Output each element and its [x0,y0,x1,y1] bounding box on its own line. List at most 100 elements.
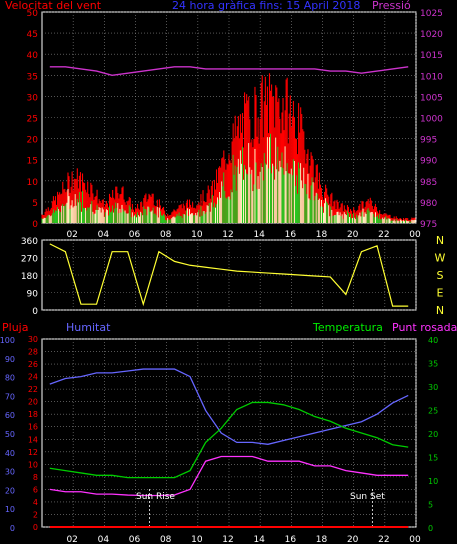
wind-y-tick: 35 [27,72,38,82]
direction-y-tick: 180 [21,272,38,282]
compass-letter: E [437,287,444,300]
x-tick-label: 12 [222,535,233,544]
x-tick-label: 04 [98,230,110,240]
rain-y-tick: 0 [33,523,38,532]
temperature-y-tick: 30 [428,383,438,392]
temperature-y-tick: 10 [428,477,438,486]
chart-date-title: 24 hora gràfica fins: 15 April 2018 [172,0,360,12]
wind-y-tick: 45 [27,30,38,40]
wind-y-tick: 5 [32,199,38,209]
rain-y-tick: 12 [28,448,38,457]
pressure-y-tick: 1005 [420,93,443,103]
sunset-label: Sun Set [350,492,385,502]
compass-letter: W [435,252,446,265]
humidity-y-tick: 30 [5,468,15,477]
wind-y-tick: 10 [27,178,39,188]
x-tick-label: 06 [129,230,141,240]
dewpoint-label: Punt rosada [392,321,457,334]
x-tick-label: 04 [98,535,110,544]
x-tick-label: 00 [409,535,421,544]
rain-label: Pluja [2,321,28,334]
x-tick-label: 16 [285,230,297,240]
rain-y-tick: 24 [28,373,38,382]
wind-y-tick: 20 [27,136,39,146]
temperature-y-tick: 0 [428,524,433,533]
humidity-label: Humitat [66,321,111,334]
humidity-y-tick: 10 [5,505,15,514]
compass-letter: N [436,234,444,247]
x-tick-label: 02 [66,230,77,240]
x-tick-label: 12 [222,230,233,240]
rain-y-tick: 14 [28,435,38,444]
pressure-y-tick: 985 [420,178,437,188]
direction-y-tick: 0 [32,307,38,317]
temperature-y-tick: 20 [428,430,438,439]
direction-y-tick: 360 [21,237,38,247]
pressure-y-tick: 975 [420,220,437,230]
x-tick-label: 22 [378,535,389,544]
humidity-y-tick: 40 [5,449,15,458]
x-tick-label: 20 [347,535,359,544]
temperature-y-tick: 40 [428,336,438,345]
rain-y-tick: 16 [28,423,38,432]
rain-y-tick: 28 [28,348,38,357]
x-tick-label: 10 [191,535,203,544]
pressure-y-tick: 1020 [420,30,443,40]
pressure-title: Pressió [372,0,411,12]
temperature-y-tick: 5 [428,501,433,510]
x-tick-label: 08 [160,535,172,544]
x-tick-label: 18 [316,535,328,544]
humidity-line [49,368,409,445]
rain-y-tick: 2 [33,510,38,519]
x-tick-label: 14 [253,230,265,240]
humidity-y-tick: 100 [0,336,15,345]
pressure-y-tick: 990 [420,157,437,167]
rain-y-tick: 20 [28,398,38,407]
pressure-y-tick: 1010 [420,72,443,82]
wind-y-tick: 40 [27,51,39,61]
pressure-y-tick: 995 [420,136,437,146]
pressure-y-tick: 980 [420,199,437,209]
wind-y-tick: 15 [27,157,38,167]
humidity-y-tick: 90 [5,355,15,364]
humidity-y-tick: 0 [10,524,15,533]
x-tick-label: 20 [347,230,359,240]
rain-y-tick: 18 [28,410,38,419]
label-layer: 0202040406060808101012121414161618182020… [0,9,446,544]
temperature-y-tick: 25 [428,407,438,416]
direction-y-tick: 270 [21,255,38,265]
direction-line [49,243,409,307]
data-layer [41,66,416,528]
pressure-y-tick: 1015 [420,51,443,61]
x-tick-label: 16 [285,535,297,544]
temperature-y-tick: 35 [428,360,438,369]
compass-letter: N [436,304,444,317]
wind-y-tick: 0 [32,220,38,230]
wind-y-tick: 25 [27,115,38,125]
temperature-label: Temperatura [312,321,383,334]
x-tick-label: 06 [129,535,141,544]
sunrise-label: Sun Rise [136,492,175,502]
wind-y-tick: 50 [27,9,39,19]
rain-y-tick: 4 [33,498,38,507]
x-tick-label: 08 [160,230,172,240]
humidity-y-tick: 80 [5,374,15,383]
temperature-line [49,401,409,479]
rain-y-tick: 8 [33,473,38,482]
humidity-y-tick: 50 [5,430,15,439]
grid-layer [42,11,417,528]
pressure-y-tick: 1025 [420,9,443,19]
humidity-y-tick: 20 [5,486,15,495]
pressure-line [49,66,409,77]
x-tick-label: 00 [409,230,421,240]
x-tick-label: 02 [66,535,77,544]
pressure-y-tick: 1000 [420,115,443,125]
humidity-y-tick: 60 [5,411,15,420]
wind-y-tick: 30 [27,93,39,103]
rain-y-tick: 22 [28,385,38,394]
rain-y-tick: 6 [33,485,38,494]
dewpoint-line [49,455,409,497]
x-tick-label: 14 [253,535,265,544]
temperature-y-tick: 15 [428,454,438,463]
